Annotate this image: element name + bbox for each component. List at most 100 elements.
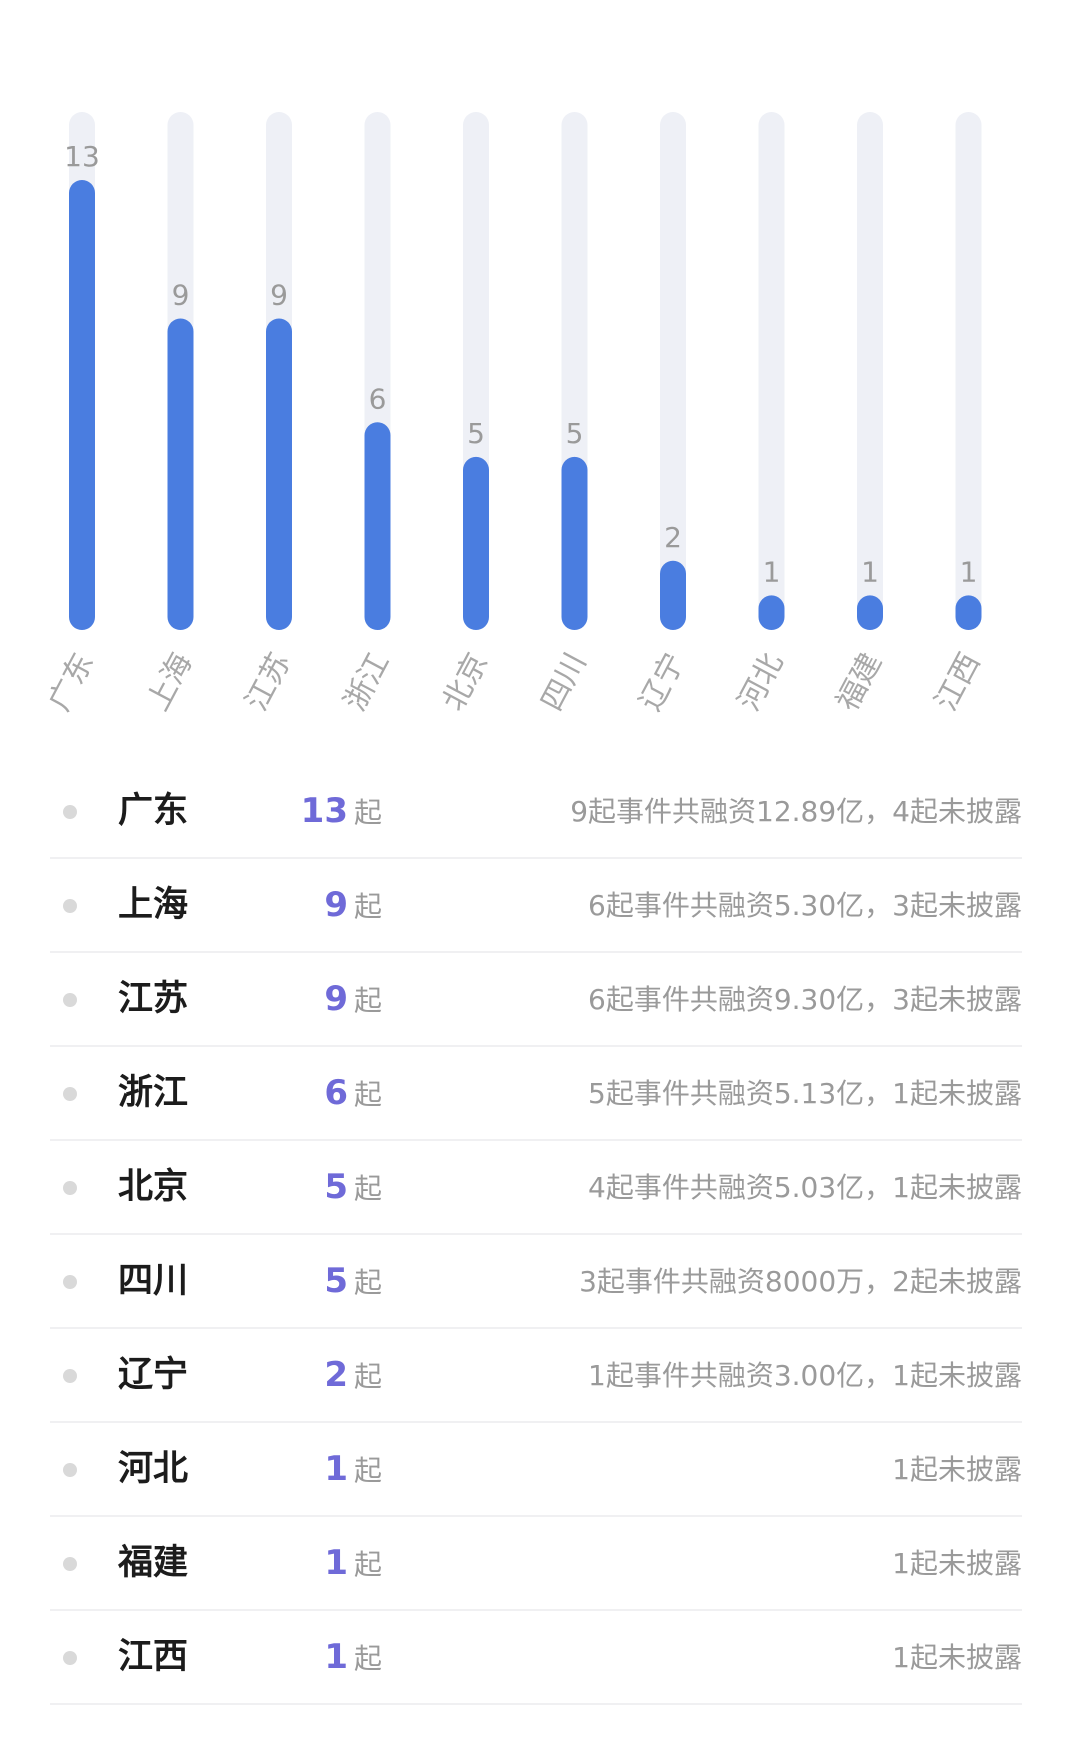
funding-detail: 1起未披露 (892, 1547, 1022, 1580)
count-unit: 起 (353, 1266, 382, 1299)
bar-value-label: 2 (664, 521, 682, 554)
table-row: 福建 1 起 1起未披露 (50, 1517, 1022, 1611)
bar (266, 318, 292, 630)
bar-value-label: 1 (861, 555, 879, 588)
category-label: 河北 (731, 647, 790, 716)
table-row: 浙江 6 起 5起事件共融资5.13亿，1起未披露 (50, 1047, 1022, 1141)
bullet-dot-icon (63, 805, 77, 819)
funding-detail: 1起未披露 (892, 1641, 1022, 1674)
table-row: 河北 1 起 1起未披露 (50, 1423, 1022, 1517)
bullet-dot-icon (63, 1369, 77, 1383)
category-label: 辽宁 (633, 647, 692, 716)
count-unit: 起 (353, 890, 382, 923)
region-name: 四川 (118, 1261, 189, 1301)
bullet-dot-icon (63, 899, 77, 913)
region-name: 江苏 (118, 979, 189, 1019)
table-row: 广东 13 起 9起事件共融资12.89亿，4起未披露 (50, 765, 1022, 859)
bullet-dot-icon (63, 1557, 77, 1571)
count-number: 1 (324, 1449, 348, 1489)
category-label: 广东 (42, 647, 101, 716)
bar-value-label: 1 (960, 555, 978, 588)
count-unit: 起 (353, 1548, 382, 1581)
funding-detail: 1起未披露 (892, 1453, 1022, 1486)
count-number: 5 (324, 1261, 348, 1301)
bar-chart: 13 广东 9 上海 9 江苏 6 浙江 5 北京 5 四川 2 辽宁 1 河北 1 福建 1 江西 (42, 112, 988, 717)
funding-detail: 6起事件共融资9.30亿，3起未披露 (588, 983, 1022, 1016)
category-label: 江苏 (239, 647, 298, 716)
bar (561, 456, 588, 630)
bullet-dot-icon (63, 1651, 77, 1665)
region-name: 河北 (118, 1449, 189, 1489)
category-label: 福建 (830, 647, 889, 716)
bar (167, 318, 194, 630)
bar-track (857, 112, 883, 630)
region-name: 上海 (118, 885, 189, 925)
bar (857, 595, 883, 630)
table-row: 江苏 9 起 6起事件共融资9.30亿，3起未披露 (50, 953, 1022, 1047)
count-unit: 起 (353, 1078, 382, 1111)
bar-value-label: 13 (64, 140, 100, 173)
bar-value-label: 9 (270, 278, 288, 311)
table-row: 北京 5 起 4起事件共融资5.03亿，1起未披露 (50, 1141, 1022, 1235)
count-unit: 起 (353, 1642, 382, 1675)
count-unit: 起 (353, 796, 382, 829)
count-number: 13 (300, 791, 348, 831)
count-unit: 起 (353, 1454, 382, 1487)
count-number: 5 (324, 1167, 348, 1207)
region-name: 北京 (118, 1167, 189, 1207)
count-unit: 起 (353, 1360, 382, 1393)
bar-track (660, 112, 686, 630)
bullet-dot-icon (63, 1463, 77, 1477)
bar (758, 595, 785, 630)
funding-detail: 1起事件共融资3.00亿，1起未披露 (588, 1359, 1022, 1392)
bullet-dot-icon (63, 1181, 77, 1195)
region-name: 辽宁 (118, 1355, 189, 1395)
count-unit: 起 (353, 984, 382, 1017)
category-label: 上海 (140, 647, 199, 716)
region-name: 江西 (118, 1637, 189, 1677)
bar-value-label: 1 (763, 555, 781, 588)
bar (69, 180, 95, 630)
table-row: 四川 5 起 3起事件共融资8000万，2起未披露 (50, 1235, 1022, 1329)
bar-value-label: 5 (467, 417, 485, 450)
bullet-dot-icon (63, 1275, 77, 1289)
region-name: 广东 (118, 791, 189, 831)
bar-value-label: 6 (369, 382, 387, 415)
funding-detail: 9起事件共融资12.89亿，4起未披露 (570, 795, 1022, 828)
count-number: 2 (324, 1355, 348, 1395)
region-table: 广东 13 起 9起事件共融资12.89亿，4起未披露 上海 9 起 6起事件共融资5.30亿… (50, 765, 1022, 1705)
bar (364, 422, 391, 630)
count-unit: 起 (353, 1172, 382, 1205)
category-label: 浙江 (337, 647, 396, 716)
table-row: 江西 1 起 1起未披露 (50, 1611, 1022, 1705)
bar (660, 560, 686, 630)
category-label: 四川 (534, 647, 593, 716)
bar-track (758, 112, 785, 630)
region-name: 浙江 (118, 1073, 189, 1113)
table-row: 上海 9 起 6起事件共融资5.30亿，3起未披露 (50, 859, 1022, 953)
count-number: 9 (324, 979, 348, 1019)
bar-value-label: 9 (172, 278, 190, 311)
bar (955, 595, 982, 630)
event-count: 13 起 (301, 789, 382, 839)
count-number: 6 (324, 1073, 348, 1113)
count-number: 9 (324, 885, 348, 925)
category-label: 江西 (928, 647, 987, 716)
bar-value-label: 5 (566, 417, 584, 450)
bullet-dot-icon (63, 1087, 77, 1101)
count-number: 1 (324, 1637, 348, 1677)
table-row: 辽宁 2 起 1起事件共融资3.00亿，1起未披露 (50, 1329, 1022, 1423)
funding-detail: 5起事件共融资5.13亿，1起未披露 (588, 1077, 1022, 1110)
funding-detail: 6起事件共融资5.30亿，3起未披露 (588, 889, 1022, 922)
funding-detail: 3起事件共融资8000万，2起未披露 (579, 1265, 1022, 1298)
region-name: 福建 (118, 1543, 189, 1583)
